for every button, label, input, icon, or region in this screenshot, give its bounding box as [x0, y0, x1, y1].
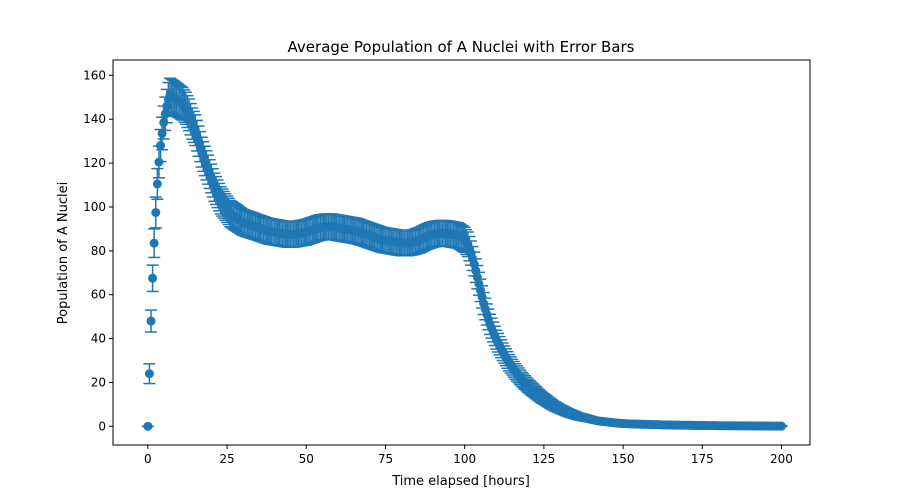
data-point — [148, 273, 158, 283]
data-point — [143, 421, 153, 431]
y-tick-label: 0 — [98, 419, 106, 433]
y-tick-label: 40 — [91, 332, 106, 346]
x-tick-label: 200 — [770, 452, 793, 466]
data-point-group — [145, 309, 158, 333]
data-point-group — [143, 363, 156, 385]
x-tick-label: 100 — [453, 452, 476, 466]
x-tick-label: 25 — [219, 452, 234, 466]
data-point — [156, 141, 166, 151]
data-point-group — [151, 167, 164, 201]
plot-area — [141, 77, 788, 431]
y-tick-label: 20 — [91, 375, 106, 389]
y-tick-label: 120 — [83, 156, 106, 170]
x-tick-label: 125 — [532, 452, 555, 466]
y-tick-label: 160 — [83, 68, 106, 82]
data-point — [149, 238, 159, 248]
y-tick-label: 100 — [83, 200, 106, 214]
data-point-group — [148, 228, 161, 259]
x-tick-label: 75 — [378, 452, 393, 466]
data-point — [151, 207, 161, 217]
data-point-group — [141, 421, 154, 431]
axes-frame — [112, 59, 811, 446]
x-tick-label: 150 — [612, 452, 635, 466]
y-axis: 0 20 40 60 80 100 120 140 160 — [83, 68, 113, 433]
data-point-group — [146, 264, 159, 293]
chart-title: Average Population of A Nuclei with Erro… — [288, 38, 635, 56]
data-point — [776, 421, 786, 431]
data-point-group — [149, 196, 162, 229]
data-point — [144, 369, 154, 379]
x-tick-label: 0 — [144, 452, 152, 466]
y-axis-label: Population of A Nuclei — [56, 182, 71, 324]
x-tick-label: 50 — [299, 452, 314, 466]
y-tick-label: 60 — [91, 288, 106, 302]
x-tick-label: 175 — [691, 452, 714, 466]
x-axis-label: Time elapsed [hours] — [391, 474, 530, 489]
data-point — [152, 179, 162, 189]
y-tick-label: 80 — [91, 244, 106, 258]
y-tick-label: 140 — [83, 112, 106, 126]
x-axis: 0 25 50 75 100 125 150 175 200 — [144, 445, 793, 466]
data-point — [146, 316, 156, 326]
data-point-group — [775, 421, 788, 431]
